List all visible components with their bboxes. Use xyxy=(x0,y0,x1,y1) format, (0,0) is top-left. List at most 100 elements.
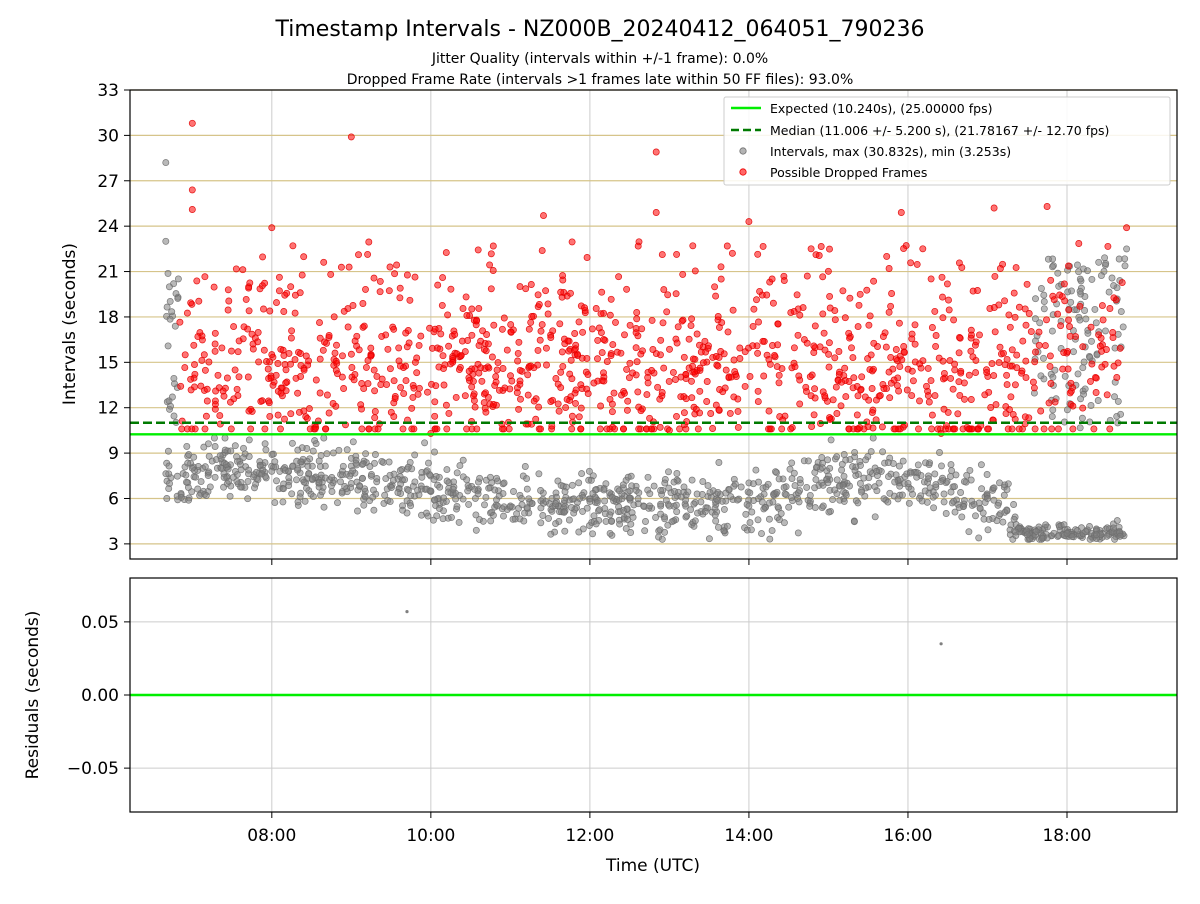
dropped-frame-point xyxy=(353,332,361,340)
dropped-frame-point xyxy=(410,425,418,433)
dropped-frame-point xyxy=(255,358,263,366)
interval-point xyxy=(646,502,654,510)
dropped-frame-point xyxy=(296,289,304,297)
dropped-frame-point xyxy=(969,353,977,361)
interval-point xyxy=(1074,261,1081,269)
dropped-frame-point xyxy=(355,251,362,259)
dropped-frame-point xyxy=(775,371,783,379)
dropped-frame-point xyxy=(623,406,631,414)
dropped-frame-point xyxy=(664,291,672,299)
interval-point xyxy=(583,504,591,512)
dropped-frame-point xyxy=(940,369,948,377)
dropped-frame-point xyxy=(370,274,378,282)
dropped-frame-point xyxy=(431,325,439,333)
dropped-frame-point xyxy=(1099,316,1107,324)
dropped-frame-point xyxy=(463,312,471,319)
interval-point xyxy=(764,480,772,488)
dropped-frame-point xyxy=(1103,391,1111,399)
interval-point xyxy=(1111,535,1119,543)
dropped-frame-point xyxy=(596,425,604,433)
dropped-frame-point xyxy=(323,391,331,399)
interval-point xyxy=(200,443,208,451)
dropped-frame-point xyxy=(340,307,348,315)
interval-point xyxy=(673,470,681,477)
interval-point xyxy=(1116,532,1124,540)
interval-point xyxy=(1040,291,1048,299)
dropped-frame-point xyxy=(1001,297,1009,305)
dropped-frame-point xyxy=(442,249,450,257)
dropped-frame-point xyxy=(597,310,605,318)
dropped-frame-point xyxy=(887,353,895,361)
dropped-frame-point xyxy=(516,283,524,291)
dropped-frame-point xyxy=(1058,293,1066,301)
interval-point xyxy=(758,498,766,506)
interval-point xyxy=(1054,269,1062,277)
interval-point xyxy=(699,478,707,486)
interval-point xyxy=(731,480,739,488)
dropped-frame-point xyxy=(890,376,898,384)
dropped-frame-point xyxy=(931,392,939,400)
legend-dropped-swatch xyxy=(739,168,747,176)
dropped-frame-point xyxy=(370,366,378,374)
interval-point xyxy=(261,440,269,448)
dropped-frame-point xyxy=(795,372,803,380)
dropped-frame-point xyxy=(378,332,386,340)
dropped-frame-point xyxy=(534,346,542,354)
interval-point xyxy=(381,491,389,499)
interval-point xyxy=(323,450,331,458)
dropped-frame-point xyxy=(538,247,546,255)
dropped-frame-point xyxy=(228,347,235,355)
bottom-xtick-label: 14:00 xyxy=(724,826,773,846)
interval-point xyxy=(328,474,336,481)
interval-point xyxy=(624,473,632,481)
dropped-frame-point xyxy=(1057,322,1065,330)
dropped-frame-point xyxy=(200,351,208,359)
interval-point xyxy=(616,520,624,528)
dropped-frame-point xyxy=(826,245,833,253)
top-ylabel: Intervals (seconds) xyxy=(60,243,80,405)
dropped-frame-point xyxy=(568,412,576,420)
dropped-frame-point xyxy=(415,341,423,349)
dropped-frame-point xyxy=(694,425,702,433)
dropped-frame-point xyxy=(316,389,324,397)
interval-point xyxy=(811,484,819,492)
interval-point xyxy=(194,485,202,493)
interval-point xyxy=(542,498,550,506)
dropped-frame-point xyxy=(242,295,250,303)
top-ytick-label: 30 xyxy=(97,126,119,146)
interval-point xyxy=(403,497,411,505)
dropped-frame-point xyxy=(652,148,660,156)
dropped-frame-point xyxy=(608,408,616,416)
dropped-frame-point xyxy=(659,319,667,327)
dropped-frame-point xyxy=(396,294,404,302)
interval-point xyxy=(445,479,453,487)
dropped-frame-point xyxy=(473,425,481,433)
interval-point xyxy=(1049,263,1056,271)
interval-point xyxy=(456,462,464,470)
interval-point xyxy=(769,498,777,506)
dropped-frame-point xyxy=(674,323,682,331)
dropped-frame-point xyxy=(468,331,476,339)
dropped-frame-point xyxy=(1022,374,1030,382)
dropped-frame-point xyxy=(693,330,701,338)
interval-point xyxy=(850,518,858,526)
interval-point xyxy=(339,462,347,470)
dropped-frame-point xyxy=(660,364,668,372)
interval-point xyxy=(346,472,354,480)
dropped-frame-point xyxy=(633,315,641,323)
dropped-frame-point xyxy=(673,250,681,258)
interval-point xyxy=(338,489,346,497)
dropped-frame-point xyxy=(1047,276,1055,284)
dropped-frame-point xyxy=(433,425,441,433)
dropped-frame-point xyxy=(923,382,930,390)
dropped-frame-point xyxy=(808,423,816,431)
interval-point xyxy=(862,484,870,492)
interval-point xyxy=(922,459,929,467)
dropped-frame-point xyxy=(527,362,535,370)
interval-point xyxy=(966,466,974,474)
dropped-frame-point xyxy=(723,242,731,250)
interval-point xyxy=(227,447,235,455)
dropped-frame-point xyxy=(663,308,671,316)
dropped-frame-point xyxy=(391,270,399,278)
interval-point xyxy=(289,462,297,470)
